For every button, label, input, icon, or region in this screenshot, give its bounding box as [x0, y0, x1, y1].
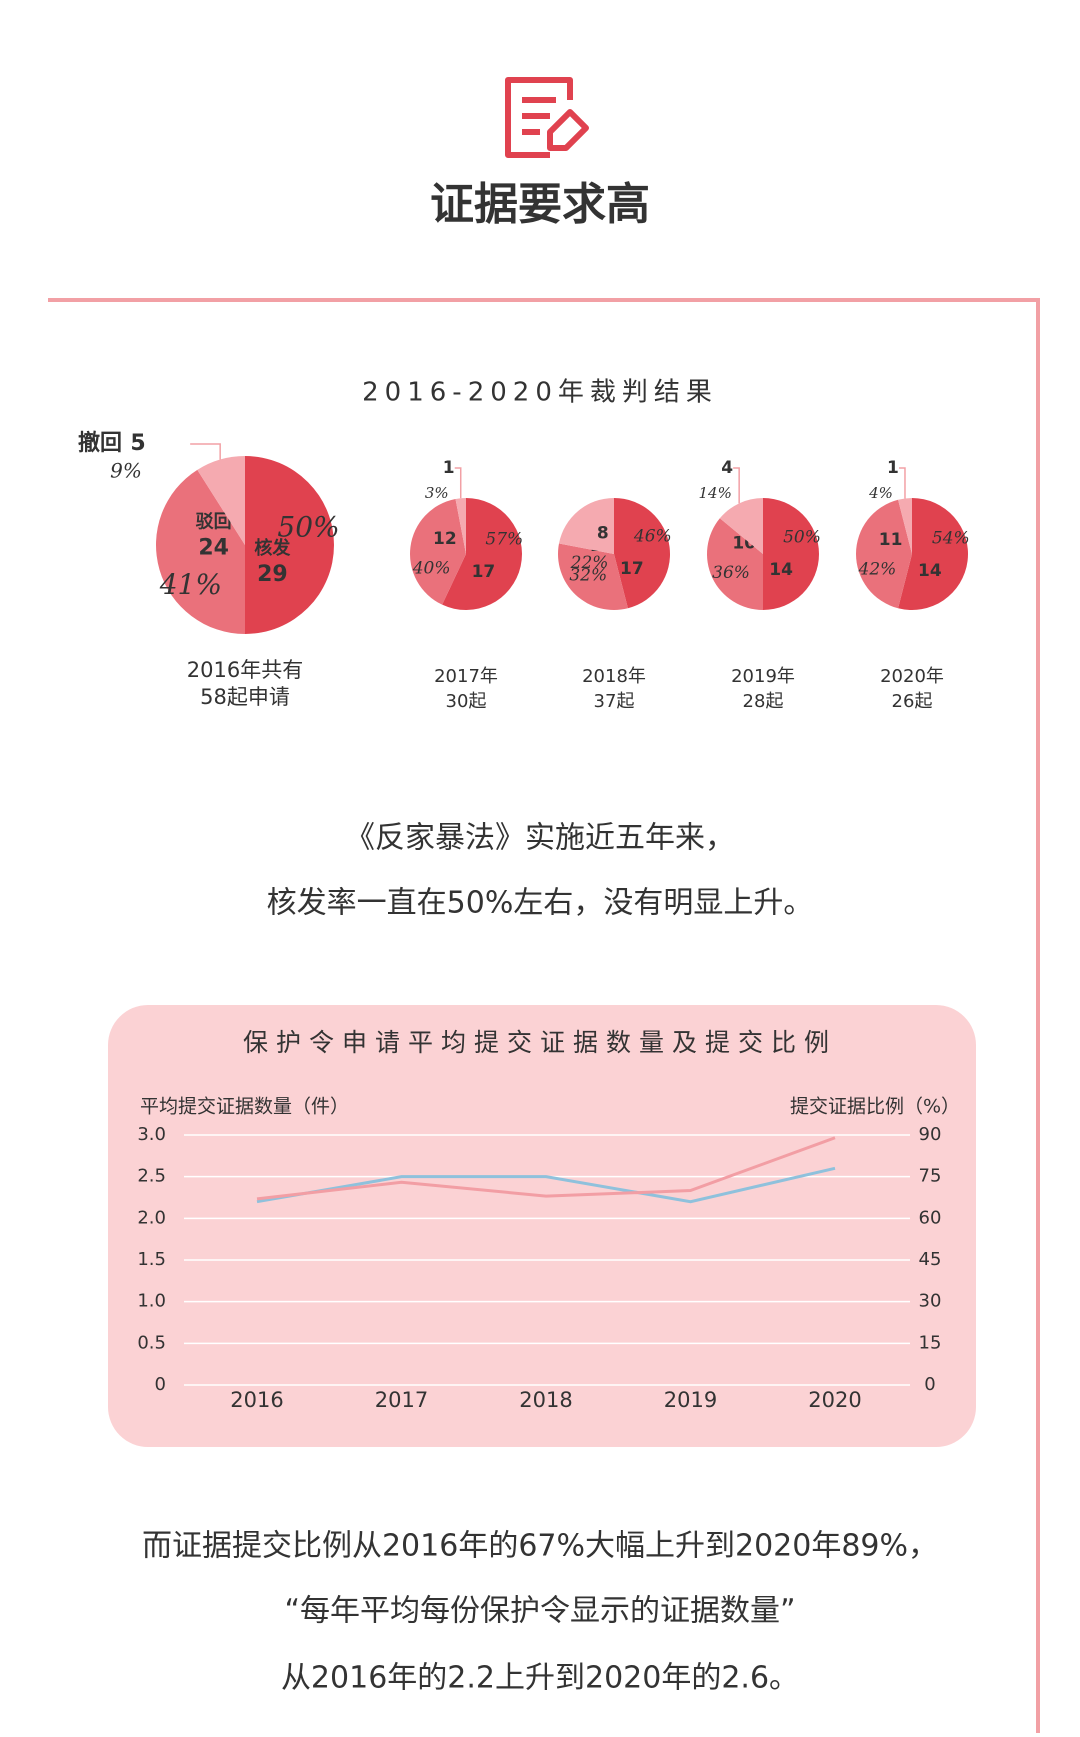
- x-tick-label: 2017: [375, 1388, 428, 1412]
- paragraph: 而证据提交比例从2016年的67%大幅上升到2020年89%，: [142, 1529, 938, 1564]
- y2-tick-label: 90: [919, 1124, 942, 1145]
- pie-percent: 4%: [868, 484, 893, 502]
- pie-count: 24: [198, 536, 229, 561]
- pie-count: 29: [257, 562, 288, 587]
- pie-percent: 9%: [110, 459, 142, 483]
- paragraph: 核发率一直在50%左右，没有明显上升。: [267, 886, 814, 921]
- y2-tick-label: 60: [919, 1207, 942, 1228]
- pie-caption: 2016年共有: [187, 658, 303, 682]
- pie-caption: 28起: [743, 691, 784, 712]
- leader-line: [898, 467, 906, 499]
- y-tick-label: 0.5: [137, 1332, 166, 1353]
- y-tick-label: 0: [155, 1374, 166, 1395]
- y-axis-label: 平均提交证据数量（件）: [140, 1096, 349, 1118]
- pie-percent: 3%: [425, 484, 449, 502]
- x-tick-label: 2019: [664, 1388, 717, 1412]
- pie-count: 4: [721, 458, 733, 478]
- pie-percent: 14%: [698, 484, 731, 502]
- y-tick-label: 2.5: [137, 1166, 166, 1187]
- y-tick-label: 3.0: [137, 1124, 166, 1145]
- pie-slice: [856, 499, 912, 609]
- pie-percent: 36%: [712, 563, 750, 583]
- pie-slice: [614, 498, 670, 609]
- x-tick-label: 2020: [808, 1388, 861, 1412]
- pie-count: 14: [769, 560, 793, 580]
- series-line: [256, 1136, 836, 1201]
- pie-slice: [898, 498, 969, 610]
- pie-caption: 26起: [892, 691, 933, 712]
- x-tick-label: 2018: [519, 1388, 572, 1412]
- paragraph: 《反家暴法》实施近五年来，: [345, 821, 735, 856]
- pie-count: 11: [879, 530, 903, 550]
- pie-slice: [442, 498, 522, 610]
- y2-tick-label: 30: [919, 1291, 942, 1312]
- pie-caption: 30起: [446, 691, 487, 712]
- y2-tick-label: 75: [919, 1166, 942, 1187]
- pie-caption: 2018年: [582, 666, 646, 687]
- pie-slice: [707, 518, 763, 610]
- pie-percent: 57%: [485, 529, 523, 549]
- pie-category: 核发: [254, 537, 291, 559]
- section-title: 2016-2020年裁判结果: [362, 378, 718, 408]
- pie-slice: [155, 469, 245, 634]
- y2-tick-label: 45: [919, 1249, 942, 1270]
- pie-count: 5: [130, 431, 145, 456]
- leader-line: [454, 467, 462, 499]
- pie-percent: 50%: [783, 528, 821, 548]
- y2-axis-label: 提交证据比例（%）: [790, 1096, 960, 1118]
- y2-tick-label: 15: [919, 1332, 942, 1353]
- pie-caption: 2017年: [434, 666, 498, 687]
- pie-slice: [719, 498, 763, 554]
- chart-panel: [108, 1005, 976, 1447]
- pie-slice: [197, 456, 245, 545]
- pie-count: 12: [433, 529, 457, 549]
- series-line: [256, 1166, 836, 1204]
- y-tick-label: 1.0: [137, 1291, 166, 1312]
- chart-title: 保护令申请平均提交证据数量及提交比例: [243, 1028, 837, 1057]
- paragraph: 从2016年的2.2上升到2020年的2.6。: [281, 1661, 799, 1696]
- pie-count: 14: [918, 561, 942, 581]
- pie-count: 8: [597, 524, 609, 544]
- leader-line: [733, 467, 740, 504]
- pie-count: 1: [887, 458, 899, 478]
- pie-percent: 41%: [159, 568, 222, 601]
- pie-percent: 42%: [858, 560, 897, 580]
- pie-slice: [410, 498, 466, 605]
- pie-category: 驳回: [196, 512, 232, 533]
- pie-slice: [455, 498, 466, 554]
- pie-caption: 37起: [594, 691, 635, 712]
- pie-count: 17: [472, 562, 496, 582]
- pie-slice: [245, 456, 334, 634]
- pie-slice: [898, 498, 912, 554]
- pie-percent: 40%: [412, 558, 451, 578]
- pie-category: 撤回: [78, 430, 122, 456]
- y-tick-label: 2.0: [137, 1207, 166, 1228]
- paragraph: “每年平均每份保护令显示的证据数量”: [284, 1594, 795, 1629]
- leader-line: [190, 443, 221, 460]
- pie-count: 1: [443, 458, 455, 478]
- pie-percent: 46%: [633, 526, 672, 546]
- pie-caption: 2020年: [880, 666, 944, 687]
- pie-caption: 2019年: [731, 666, 795, 687]
- y-tick-label: 1.5: [137, 1249, 166, 1270]
- pie-slice: [763, 498, 819, 610]
- x-tick-label: 2016: [230, 1388, 283, 1412]
- pie-percent: 50%: [277, 511, 339, 544]
- pie-percent: 32%: [569, 566, 607, 586]
- pie-count: 17: [620, 559, 644, 579]
- icon: [505, 77, 589, 158]
- pie-percent: 22%: [570, 553, 609, 573]
- pie-percent: 54%: [932, 529, 970, 549]
- y2-tick-label: 0: [924, 1374, 935, 1395]
- frame: [48, 298, 1040, 1733]
- page-title: 证据要求高: [430, 179, 650, 230]
- pie-caption: 58起申请: [200, 685, 290, 709]
- pie-slice: [558, 498, 614, 554]
- pie-slice: [558, 543, 628, 610]
